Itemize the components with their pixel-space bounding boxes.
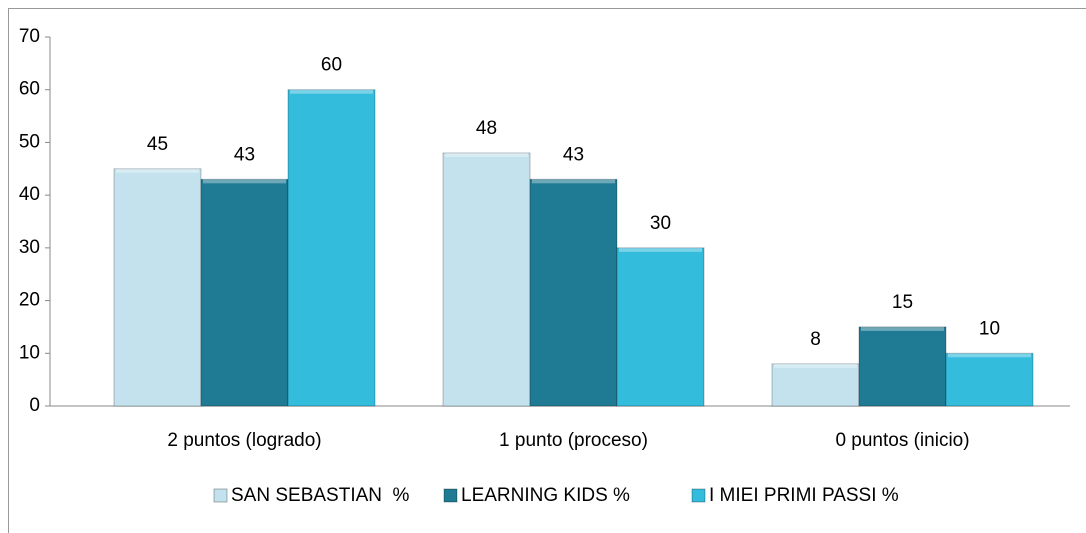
- bar-top: [948, 353, 1031, 358]
- x-tick-label: 1 punto (proceso): [499, 430, 648, 451]
- data-label: 43: [234, 144, 255, 165]
- legend-swatch: [443, 488, 458, 503]
- legend-label: LEARNING KIDS %: [461, 485, 630, 506]
- x-tick-label: 2 puntos (logrado): [167, 430, 321, 451]
- bar-top: [203, 179, 286, 184]
- data-label: 10: [979, 318, 1000, 339]
- data-label: 30: [650, 213, 671, 234]
- data-label: 45: [147, 134, 168, 155]
- y-tick-label: 20: [19, 290, 40, 311]
- bar-top: [290, 89, 373, 94]
- bar: [200, 178, 289, 407]
- x-tick-label: 0 puntos (inicio): [835, 430, 969, 451]
- legend-swatch: [213, 488, 228, 503]
- data-label: 43: [563, 144, 584, 165]
- data-label: 15: [892, 292, 913, 313]
- y-tick-label: 50: [19, 131, 40, 152]
- bar-top: [861, 326, 944, 331]
- data-label: 60: [321, 55, 342, 76]
- legend-label: SAN SEBASTIAN %: [231, 485, 410, 506]
- legend-label: I MIEI PRIMI PASSI %: [709, 485, 899, 506]
- y-tick-label: 40: [19, 184, 40, 205]
- bar-top: [774, 363, 857, 368]
- y-tick-label: 70: [19, 26, 40, 47]
- bar-top: [445, 152, 528, 157]
- bar: [287, 89, 376, 407]
- chart-frame: [8, 8, 1086, 533]
- y-tick-label: 60: [19, 79, 40, 100]
- y-tick-label: 30: [19, 237, 40, 258]
- bar: [442, 152, 531, 407]
- y-tick-label: 10: [19, 342, 40, 363]
- bar: [858, 326, 947, 407]
- bar: [529, 178, 618, 407]
- bar: [945, 352, 1034, 407]
- bar-top: [619, 247, 702, 252]
- bar-top: [116, 168, 199, 173]
- bar-top: [532, 179, 615, 184]
- data-label: 48: [476, 118, 497, 139]
- legend-swatch: [691, 488, 706, 503]
- bar: [616, 247, 705, 407]
- bar: [113, 168, 202, 407]
- y-tick-label: 0: [29, 395, 40, 416]
- bar: [771, 363, 860, 407]
- data-label: 8: [810, 329, 821, 350]
